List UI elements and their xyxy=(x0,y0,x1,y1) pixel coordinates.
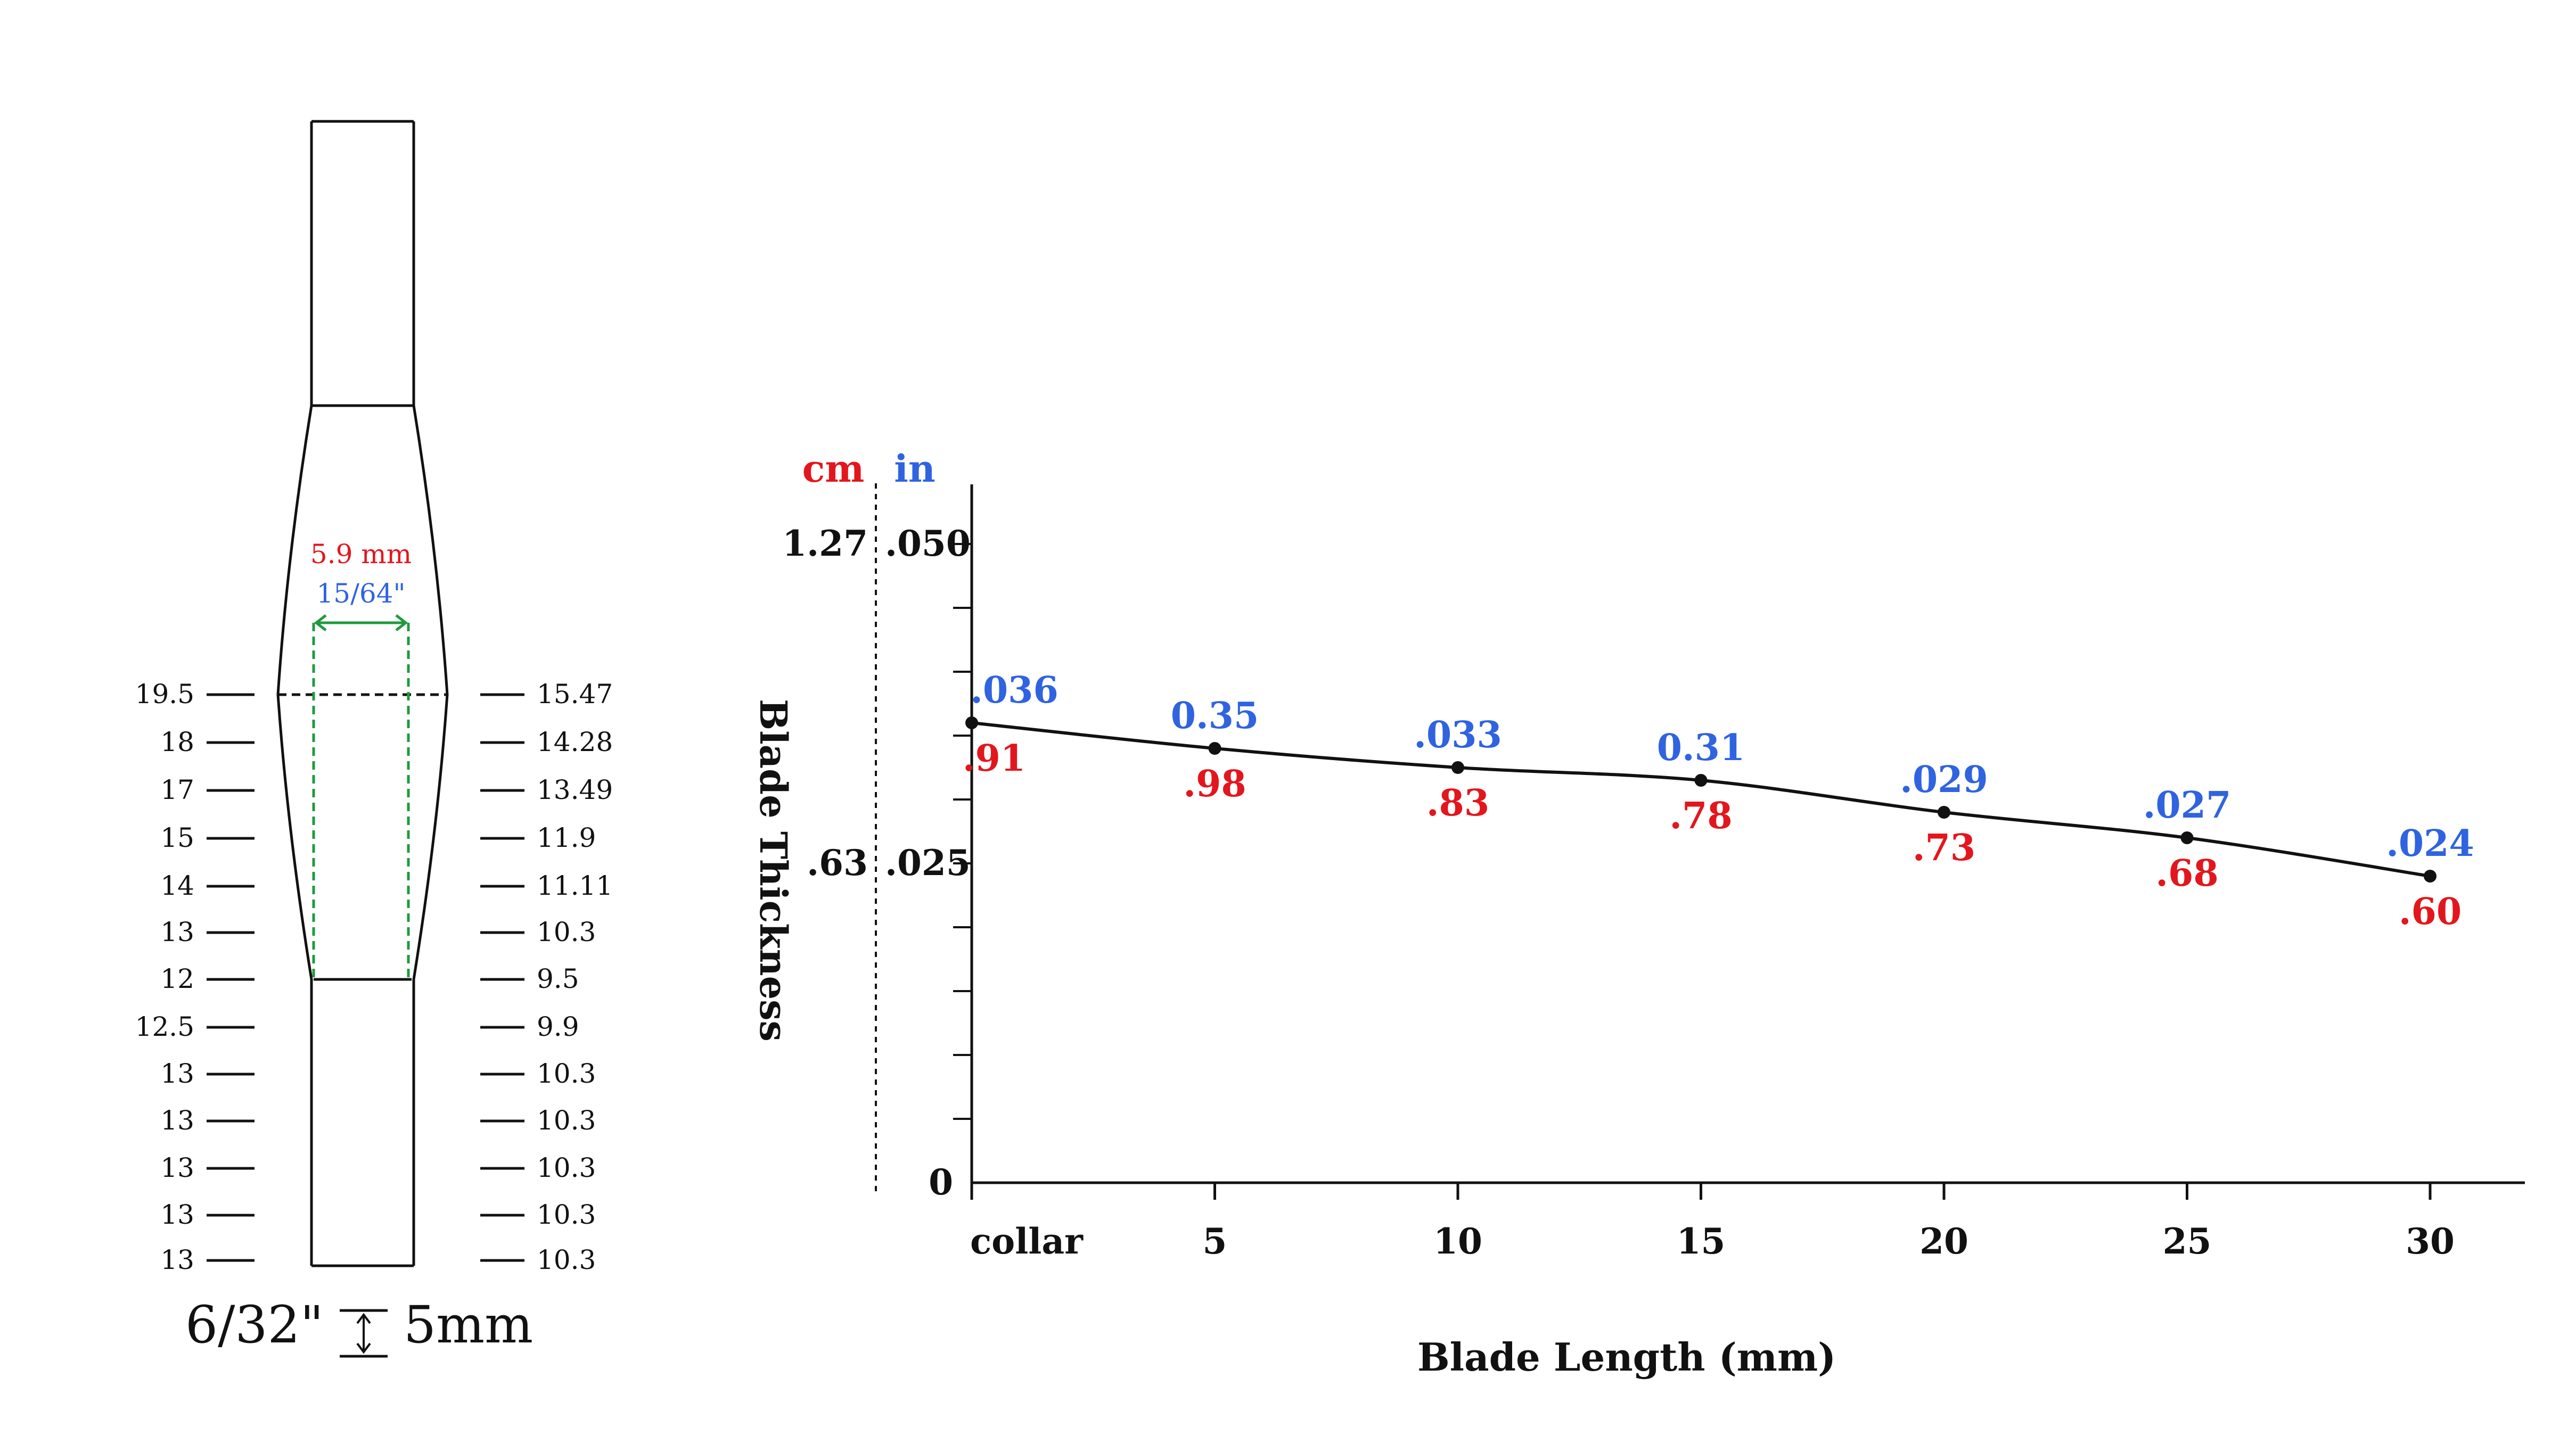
data-label-in: .024 xyxy=(2386,822,2474,865)
data-label-in: 0.31 xyxy=(1657,727,1745,769)
right-value-label: 13.49 xyxy=(537,774,613,805)
x-tick-labels: collar 5 10 15 20 25 30 xyxy=(970,1183,2455,1262)
x-tick-label: 30 xyxy=(2406,1221,2455,1262)
x-axis-label: Blade Length (mm) xyxy=(1417,1334,1836,1380)
data-label-cm: .73 xyxy=(1913,827,1975,869)
left-value-column: 19.5 18 17 15 14 13 12 12.5 13 13 13 13 13 xyxy=(135,679,255,1275)
right-value-column: 15.47 14.28 13.49 11.9 11.11 10.3 9.5 9.9 10.3 10… xyxy=(480,679,613,1275)
left-value-label: 18 xyxy=(160,727,194,757)
y-tick-label-cm: .63 xyxy=(807,842,868,884)
data-label-cm: .60 xyxy=(2399,891,2462,933)
data-points: .036 .91 0.35 .98 .033 .83 0.31 .78 .029 .73 .027.… xyxy=(963,669,2474,933)
right-value-label: 14.28 xyxy=(537,727,613,757)
data-point xyxy=(965,716,978,729)
right-value-label: 10.3 xyxy=(537,1199,596,1230)
thickness-icon xyxy=(340,1309,388,1358)
data-label-in: 0.35 xyxy=(1171,695,1259,737)
left-value-label: 17 xyxy=(160,774,194,805)
right-value-label: 10.3 xyxy=(537,1244,596,1275)
left-value-label: 13 xyxy=(160,1058,194,1089)
data-point xyxy=(1694,774,1708,787)
width-mm-label: 5.9 mm xyxy=(310,539,412,570)
y-minor-ticks xyxy=(953,543,972,1120)
data-label-cm: .68 xyxy=(2155,852,2218,895)
y-major-tick-labels: .050 1.27 .025 .63 0 xyxy=(782,523,971,1203)
y-tick-label-in: .050 xyxy=(885,523,971,564)
y-axis-label: Blade Thickness xyxy=(751,699,795,1042)
left-value-label: 13 xyxy=(160,1199,194,1230)
data-point xyxy=(1938,806,1950,819)
x-tick-label: 20 xyxy=(1919,1221,1968,1262)
data-label-in: .036 xyxy=(970,669,1059,712)
left-value-label: 13 xyxy=(160,1105,194,1136)
right-value-label: 10.3 xyxy=(537,1105,596,1136)
right-value-label: 10.3 xyxy=(537,1152,596,1183)
right-value-label: 10.3 xyxy=(537,917,596,947)
left-value-label: 13 xyxy=(160,1244,194,1275)
data-label-in: .033 xyxy=(1414,714,1502,756)
blade-profile: 5.9 mm 15/64" 19.5 18 17 15 14 13 12 12.5 13 13 13… xyxy=(135,120,613,1358)
green-width-dashed-outline xyxy=(312,623,410,979)
right-value-label: 9.9 xyxy=(537,1011,579,1042)
green-arrowhead-right xyxy=(395,614,408,631)
left-value-label: 15 xyxy=(160,822,194,853)
left-value-label: 13 xyxy=(160,1152,194,1183)
x-tick-label: 5 xyxy=(1203,1221,1227,1262)
x-tick-label: 10 xyxy=(1433,1221,1482,1262)
right-value-label: 11.11 xyxy=(537,870,613,901)
right-value-label: 10.3 xyxy=(537,1058,596,1089)
data-label-cm: .78 xyxy=(1669,795,1732,837)
data-point xyxy=(2424,870,2436,883)
data-label-cm: .83 xyxy=(1426,782,1489,825)
y-tick-label-in: .025 xyxy=(885,842,971,884)
data-label-cm: .98 xyxy=(1183,763,1246,805)
right-value-label: 9.5 xyxy=(537,963,579,994)
x-tick-label: collar xyxy=(970,1221,1084,1262)
unit-cm-label: cm xyxy=(802,447,865,491)
x-tick-label: 25 xyxy=(2163,1221,2212,1262)
data-point xyxy=(1208,742,1221,755)
left-value-label: 13 xyxy=(160,917,194,947)
data-label-in: .027 xyxy=(2143,784,2232,827)
right-value-label: 15.47 xyxy=(537,679,613,710)
width-in-label: 15/64" xyxy=(316,578,405,609)
left-value-label: 12.5 xyxy=(135,1011,194,1042)
thickness-chart: cm in .050 1.27 .025 .63 0 collar 5 10 15 20 25 30… xyxy=(751,447,2525,1380)
left-value-label: 19.5 xyxy=(135,679,194,710)
data-point xyxy=(2180,831,2194,844)
y-tick-label-cm: 1.27 xyxy=(782,523,868,564)
left-value-label: 14 xyxy=(160,870,194,901)
thickness-in-label: 6/32" xyxy=(185,1295,324,1355)
data-point xyxy=(1451,761,1464,774)
data-label-in: .029 xyxy=(1900,759,1988,801)
green-arrowhead-left xyxy=(314,614,327,631)
right-value-label: 11.9 xyxy=(537,822,596,853)
left-value-label: 12 xyxy=(160,963,194,994)
data-label-cm: .91 xyxy=(963,737,1026,780)
unit-in-label: in xyxy=(894,447,936,491)
x-tick-label: 15 xyxy=(1677,1221,1726,1262)
y-zero-label: 0 xyxy=(929,1161,953,1203)
thickness-mm-label: 5mm xyxy=(404,1295,533,1355)
